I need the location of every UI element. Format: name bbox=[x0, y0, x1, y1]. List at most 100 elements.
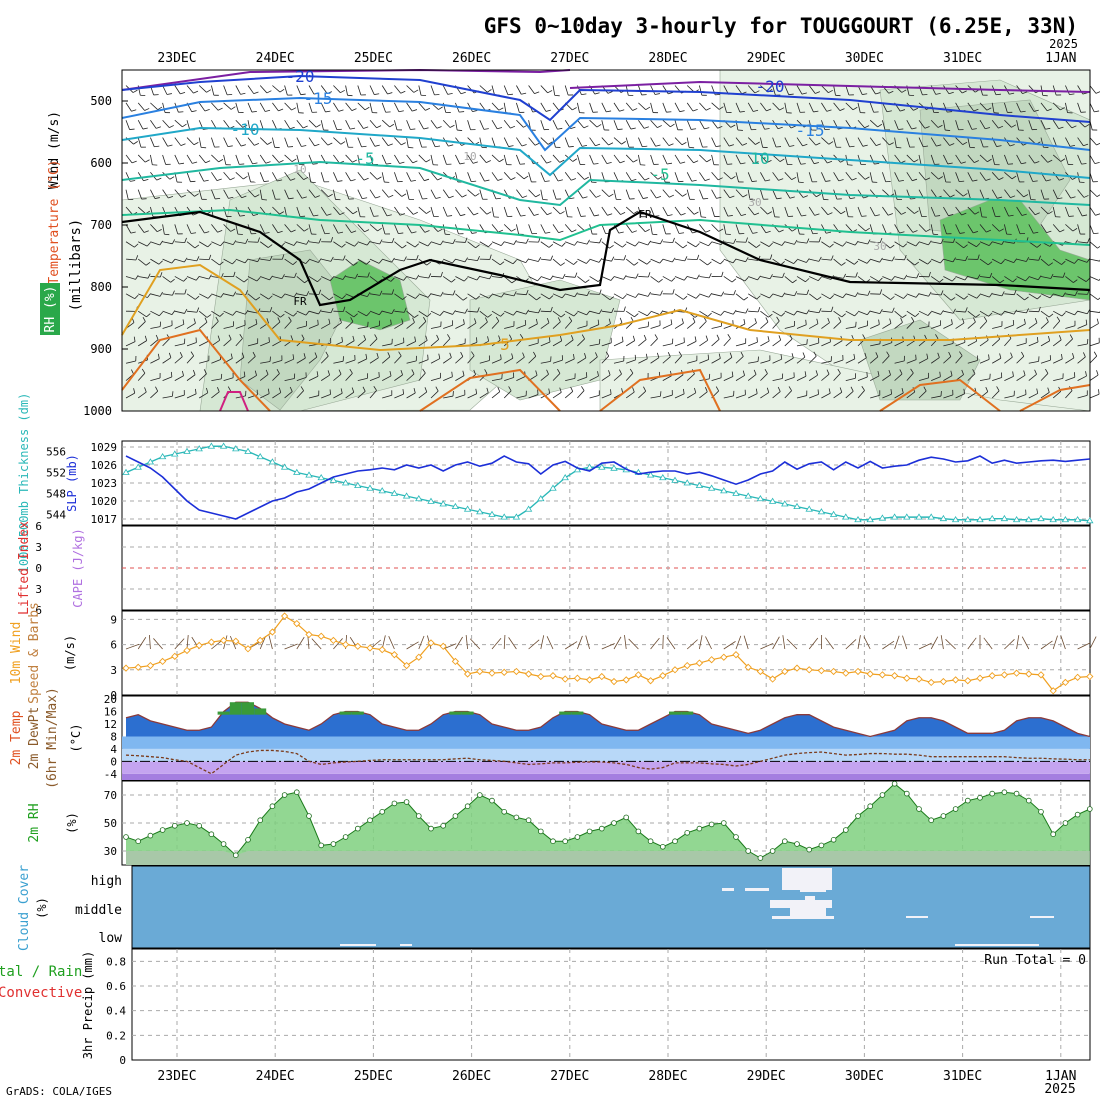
wind-barb bbox=[589, 310, 600, 315]
wind-barb-flag bbox=[330, 256, 334, 262]
wind-barb bbox=[577, 189, 584, 199]
surface-barb bbox=[1060, 635, 1066, 650]
wind-barb-flag bbox=[1070, 196, 1076, 199]
wind-barb-flag bbox=[680, 161, 686, 164]
wind-barb bbox=[699, 189, 704, 200]
wind-barb-flag bbox=[695, 243, 700, 248]
wind-barb bbox=[723, 172, 732, 180]
surface-barb bbox=[333, 638, 343, 650]
wind-barb bbox=[394, 241, 403, 249]
temp2m-unit: (°C) bbox=[69, 724, 83, 753]
wind-barb bbox=[467, 393, 477, 399]
temp-tick-label: 12 bbox=[104, 718, 117, 731]
wind-barb-flag bbox=[315, 195, 320, 198]
wind-barb bbox=[626, 293, 636, 298]
precip-tick-label: 0.8 bbox=[106, 955, 126, 968]
wind-speed-point bbox=[854, 667, 862, 676]
wind-barb-flag bbox=[561, 293, 566, 299]
wind-barb-flag bbox=[898, 179, 904, 182]
wind-barb bbox=[137, 321, 146, 329]
wind-barb-flag bbox=[768, 242, 773, 247]
wind-barb bbox=[430, 390, 439, 399]
wind-barb-flag bbox=[715, 386, 720, 392]
wind-barb-flag bbox=[452, 238, 456, 244]
wind-barb bbox=[882, 241, 891, 249]
wind-barb bbox=[1004, 310, 1015, 315]
wind-barb-flag bbox=[867, 239, 871, 245]
surface-barb bbox=[564, 641, 578, 650]
wind-barb-flag bbox=[936, 144, 942, 147]
wind-barb bbox=[772, 276, 783, 278]
surface-barb bbox=[508, 637, 517, 650]
wind-barb-flag bbox=[425, 159, 431, 163]
wind-barb bbox=[870, 324, 880, 329]
wind-barb bbox=[589, 189, 597, 198]
wind-barb bbox=[1028, 224, 1034, 234]
top-date-label: 29DEC bbox=[747, 51, 786, 66]
wind-barb bbox=[308, 85, 315, 95]
surface-barb bbox=[945, 638, 956, 650]
wind-barb bbox=[991, 102, 995, 113]
thickness-point bbox=[793, 502, 801, 510]
wind-barb bbox=[125, 241, 135, 248]
wind-barb bbox=[784, 102, 788, 113]
wind-barb-flag bbox=[440, 291, 444, 297]
wind-barb bbox=[857, 241, 868, 245]
wind-barb bbox=[955, 276, 966, 281]
wind-barb bbox=[979, 339, 989, 347]
wind-barb bbox=[125, 206, 133, 215]
wind-barb-flag bbox=[403, 307, 407, 313]
wind-barb-flag bbox=[595, 195, 601, 198]
wind-barb bbox=[857, 172, 866, 180]
wind-barb-flag bbox=[986, 107, 992, 111]
wind-barb bbox=[723, 310, 734, 315]
wind-barb-flag bbox=[399, 161, 405, 164]
wind-barb bbox=[174, 356, 183, 364]
wind-barb bbox=[1004, 376, 1014, 381]
wind-barb bbox=[833, 310, 843, 318]
wind-barb bbox=[601, 342, 612, 347]
wind-barb-flag bbox=[632, 108, 638, 111]
wind-barb-flag bbox=[972, 231, 979, 234]
wind-barb bbox=[723, 241, 734, 244]
wind-barb bbox=[491, 102, 500, 111]
wind-barb bbox=[857, 325, 868, 329]
wind-barb-flag bbox=[633, 261, 639, 266]
wind-barb-flag bbox=[816, 318, 819, 324]
wind-barb bbox=[333, 172, 338, 182]
wind-barb-flag bbox=[684, 256, 688, 262]
wind-barb bbox=[406, 258, 417, 261]
wind-barb-flag bbox=[1011, 175, 1017, 180]
wind-barb-flag bbox=[489, 254, 492, 260]
wind-barb bbox=[442, 338, 451, 347]
wind-barb bbox=[650, 258, 660, 264]
wind-barb bbox=[247, 85, 255, 94]
wind-barb-flag bbox=[1036, 243, 1042, 248]
wind-barb bbox=[699, 339, 708, 347]
wind-barb bbox=[467, 120, 471, 130]
wind-barb bbox=[613, 360, 624, 364]
wind-barb bbox=[418, 85, 422, 96]
wind-barb-flag bbox=[619, 317, 623, 323]
wind-barb bbox=[1065, 189, 1072, 199]
wind-barb bbox=[174, 154, 180, 165]
wind-barb-flag bbox=[471, 232, 477, 234]
wind-barb bbox=[943, 293, 952, 301]
wind-barb-flag bbox=[219, 261, 224, 266]
surface-barb bbox=[546, 636, 554, 650]
wind-barb-flag bbox=[340, 89, 345, 94]
wind-barb bbox=[528, 310, 539, 314]
wind-barb bbox=[686, 321, 696, 329]
wind-barb bbox=[821, 102, 828, 112]
wind-barb-flag bbox=[853, 353, 856, 359]
wind-barb bbox=[137, 340, 147, 347]
wind-barb bbox=[772, 378, 783, 382]
wind-barb-flag bbox=[550, 255, 554, 261]
temp-warm-peak bbox=[571, 711, 584, 715]
wind-barb bbox=[833, 241, 843, 247]
wind-barb-flag bbox=[648, 272, 651, 278]
wind-barb-flag bbox=[989, 292, 993, 298]
wind-barb bbox=[394, 172, 399, 182]
thickness-point bbox=[305, 471, 313, 478]
